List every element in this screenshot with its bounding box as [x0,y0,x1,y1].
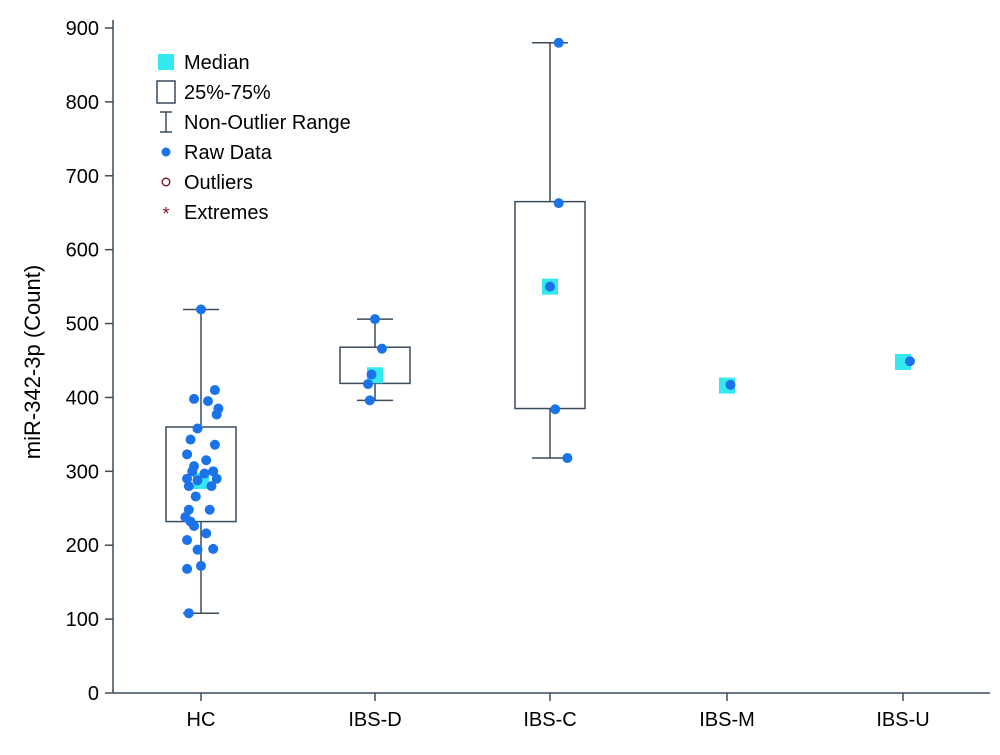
iqr-box [339,346,411,385]
raw-data-point [201,528,212,539]
y-tick-label: 800 [66,92,99,114]
legend-label: Extremes [184,202,268,224]
legend-label: Raw Data [184,142,273,164]
y-tick-label: 600 [66,240,99,262]
y-tick-label: 900 [66,18,99,40]
legend-extremes-swatch: * [162,204,169,224]
legend-label: 25%-75% [184,82,271,104]
raw-data-point [201,455,212,466]
raw-data-point [366,369,377,380]
legend-median-swatch [158,54,174,70]
raw-data-point [545,281,555,292]
legend-label: Median [184,52,250,74]
raw-data-point [183,608,194,619]
x-tick-label: HC [187,709,216,731]
raw-data-point [202,396,213,407]
raw-data-point [187,466,198,477]
raw-data-point [206,481,217,492]
y-tick-label: 500 [66,314,99,336]
raw-data-point [189,521,200,532]
points-layer [180,37,915,619]
legend-label: Non-Outlier Range [184,112,351,134]
raw-data-point [189,393,200,404]
raw-data-point [185,434,196,445]
raw-data-point [209,385,220,396]
y-tick-label: 400 [66,387,99,409]
raw-data-point [190,491,201,502]
y-tick-label: 100 [66,609,99,631]
iqr-box [514,200,586,410]
legend: Median 25%-75% Non-Outlier Range Raw Data Ou… [156,52,351,224]
raw-data-point [196,560,206,571]
raw-data-point [904,356,915,367]
raw-data-point [376,343,387,354]
y-tick-label: 300 [66,461,99,483]
raw-data-point [182,563,193,574]
raw-data-point [208,543,219,554]
x-tick-label: IBS-M [699,709,755,731]
raw-data-point [192,475,203,486]
raw-data-point [192,423,203,434]
raw-data-point [192,544,203,555]
y-tick-label: 700 [66,166,99,188]
raw-data-point [211,409,222,420]
x-tick-label: IBS-D [348,709,401,731]
raw-data-point [550,404,561,415]
x-tick-label: IBS-U [876,709,929,731]
raw-data-point [553,198,564,209]
y-tick-label: 0 [88,683,99,705]
raw-data-point [183,481,194,492]
raw-data-point [204,504,215,515]
raw-data-point [182,449,193,460]
raw-data-point [196,304,206,315]
legend-box-swatch [156,80,176,104]
x-tick-label: IBS-C [523,709,576,731]
legend-raw-swatch [161,147,171,157]
raw-data-point [211,473,222,484]
raw-data-point [199,468,210,479]
y-tick-label: 200 [66,535,99,557]
legend-outlier-swatch [161,177,171,187]
raw-data-point [553,37,564,48]
raw-data-point [562,453,573,464]
raw-data-point [363,379,374,390]
raw-data-point [209,439,220,450]
y-axis-label: miR-342-3p (Count) [20,265,45,459]
raw-data-point [370,314,380,325]
legend-label: Outliers [184,172,253,194]
raw-data-point [364,395,375,406]
raw-data-point [725,379,736,390]
axes-layer: 0 100 200 300 400 500 600 700 800 900 HC IBS-D IBS-C… [66,18,990,731]
raw-data-point [182,535,193,546]
